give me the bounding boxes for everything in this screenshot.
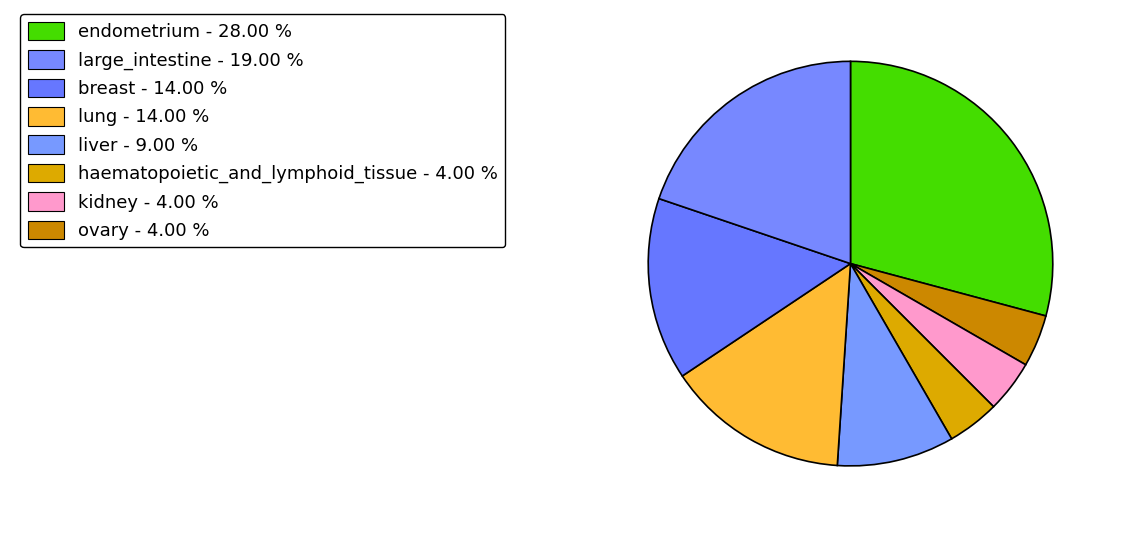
Wedge shape bbox=[837, 264, 951, 466]
Legend: endometrium - 28.00 %, large_intestine - 19.00 %, breast - 14.00 %, lung - 14.00: endometrium - 28.00 %, large_intestine -… bbox=[20, 15, 506, 247]
Wedge shape bbox=[850, 264, 1025, 407]
Wedge shape bbox=[649, 199, 850, 376]
Wedge shape bbox=[850, 264, 993, 439]
Wedge shape bbox=[850, 264, 1046, 365]
Wedge shape bbox=[683, 264, 850, 465]
Wedge shape bbox=[659, 61, 850, 264]
Wedge shape bbox=[850, 61, 1052, 316]
